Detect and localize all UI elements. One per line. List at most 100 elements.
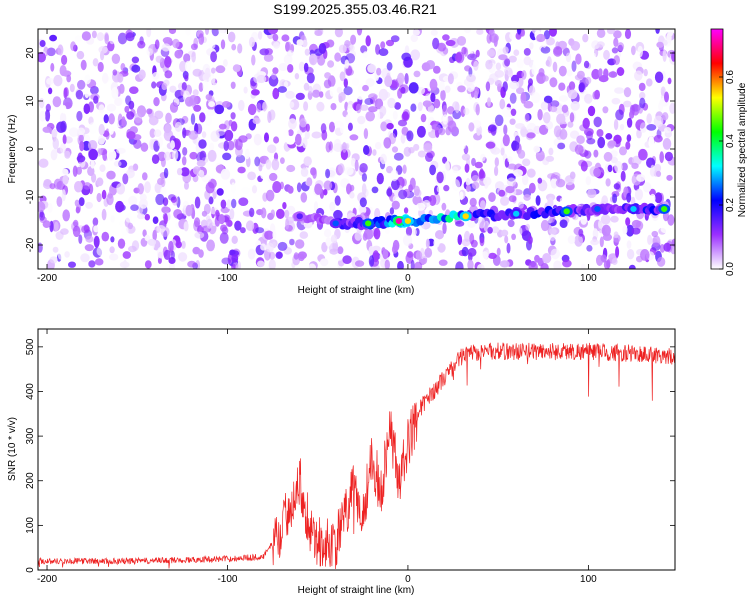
spectrogram-cell	[328, 167, 337, 179]
spectrogram-cell	[330, 234, 338, 244]
spectrogram-cell	[344, 166, 354, 176]
spectrogram-cell	[471, 157, 476, 167]
spectrogram-cell	[356, 29, 363, 36]
spectrogram-cell	[455, 52, 463, 63]
spectrogram-cell	[578, 228, 584, 237]
spectrogram-cell	[94, 258, 104, 266]
spectrogram-cell	[84, 244, 94, 252]
spectrogram-cell	[59, 112, 67, 124]
spectrogram-cell	[361, 173, 367, 182]
spectrogram-cell	[475, 103, 480, 116]
spectrogram-cell	[417, 150, 426, 158]
spectrogram-cell	[247, 103, 257, 116]
spectrogram-cell	[576, 135, 585, 145]
spectrogram-cell	[587, 105, 596, 117]
spectrogram-cell	[590, 239, 599, 246]
spectrogram-cell	[257, 260, 265, 268]
spectrogram-x-ticks: -200 -100 0 100	[37, 29, 597, 284]
spectrogram-cell	[565, 52, 572, 63]
spectrogram-cell	[285, 90, 295, 99]
spectrogram-cell	[269, 172, 278, 182]
spectrogram-cell	[543, 95, 553, 104]
spectrogram-cell	[194, 196, 201, 209]
spectrogram-cell	[608, 71, 618, 78]
spectrogram-cell	[380, 121, 388, 132]
spectrogram-cell	[330, 103, 337, 111]
spectrogram-cell	[452, 166, 459, 174]
spectrogram-cell	[529, 42, 534, 50]
spectrogram-cell	[556, 113, 566, 125]
spectrogram-cell	[437, 243, 446, 253]
spectrogram-cell	[277, 241, 288, 251]
ridge-peak	[630, 206, 637, 212]
spectrogram-cell	[404, 45, 410, 55]
spectrogram-cell	[91, 173, 97, 183]
spectrogram-cell	[190, 43, 198, 51]
spectrogram-cell	[626, 134, 632, 142]
spectrogram-cell	[480, 200, 486, 210]
spectrogram-cell	[154, 110, 164, 120]
spectrogram-cell	[173, 209, 183, 219]
spectrogram-cell	[157, 177, 165, 186]
spectrogram-cell	[486, 49, 496, 57]
spectrogram-cell	[502, 46, 509, 54]
spectrogram-cell	[347, 122, 353, 131]
spectrogram-cell	[39, 110, 46, 122]
spectrogram-cell	[276, 260, 287, 268]
spectrogram-cell	[138, 69, 146, 80]
spectrogram-cell	[198, 33, 205, 45]
spectrogram-cell	[271, 158, 280, 171]
spectrogram-cell	[338, 163, 345, 175]
spectrogram-cell	[614, 87, 625, 94]
spectrogram-cell	[479, 236, 485, 247]
spectrogram-cell	[547, 173, 557, 180]
spectrogram-cell	[494, 79, 502, 87]
spectrogram-cell	[84, 89, 90, 99]
spectrogram-cell	[122, 251, 131, 259]
spectrogram-cell	[464, 65, 472, 72]
spectrogram-cell	[428, 195, 437, 206]
spectrogram-cell	[265, 242, 274, 253]
spectrogram-cell	[215, 128, 226, 137]
spectrogram-cell	[376, 111, 381, 121]
spectrogram-cell	[638, 148, 648, 161]
spectrogram-cell	[567, 121, 574, 128]
spectrogram-cell	[184, 74, 189, 82]
spectrogram-cell	[314, 30, 323, 36]
spectrogram-cell	[429, 78, 438, 91]
spectrogram-cell	[504, 235, 509, 244]
spectrogram-cell	[207, 149, 217, 162]
spectrogram-cell	[413, 185, 420, 196]
spectrogram-cell	[447, 106, 455, 115]
spectrogram-cell	[204, 114, 212, 126]
spectrogram-cell	[199, 112, 206, 123]
spectrogram-cell	[426, 124, 433, 132]
spectrogram-cell	[444, 85, 451, 93]
spectrogram-cell	[287, 64, 294, 73]
spectrogram-cell	[402, 164, 407, 174]
spectrogram-cell	[198, 139, 207, 149]
spectrogram-cell	[163, 167, 169, 179]
spectrogram-cell	[303, 156, 312, 167]
x-tick-label: 0	[405, 273, 411, 284]
spectrogram-cell	[507, 156, 513, 163]
spectrogram-cell	[646, 78, 653, 87]
spectrogram-y-axis-label: Frequency (Hz)	[7, 115, 18, 184]
spectrogram-cell	[183, 221, 189, 232]
spectrogram-cell	[106, 149, 117, 162]
spectrogram-cell	[594, 89, 600, 100]
spectrogram-cell	[533, 125, 542, 135]
spectrogram-cell	[354, 159, 359, 172]
spectrogram-cell	[669, 186, 675, 199]
spectrogram-cell	[358, 122, 364, 133]
spectrogram-cell	[131, 56, 140, 64]
spectrogram-cell	[525, 223, 530, 231]
spectrogram-cell	[660, 86, 666, 96]
spectrogram-cell	[60, 228, 69, 235]
spectrogram-cell	[647, 234, 653, 245]
spectrogram-cell	[106, 193, 114, 206]
spectrogram-cell	[611, 47, 619, 54]
spectrogram-cell	[638, 82, 646, 92]
spectrogram-cell	[163, 213, 168, 225]
spectrogram-cell	[201, 210, 208, 217]
